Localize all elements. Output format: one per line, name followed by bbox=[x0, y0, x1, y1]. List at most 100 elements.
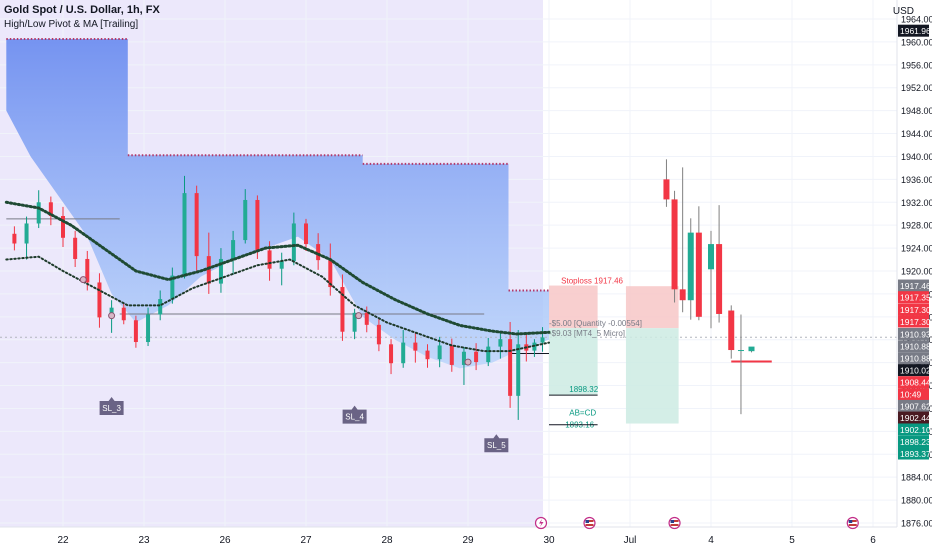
reward-box-1 bbox=[549, 328, 598, 396]
candle-body bbox=[12, 233, 17, 244]
price-tick-label: 1944.00 bbox=[901, 129, 932, 139]
price-label-bg bbox=[898, 303, 929, 316]
candle-body bbox=[748, 346, 755, 352]
candle-body bbox=[218, 258, 223, 284]
candle-body bbox=[48, 202, 53, 217]
price-axis[interactable]: 1964.00 1960.00 1956.00 1952.00 1948.00 1944.… bbox=[898, 15, 932, 529]
time-tick-label: 30 bbox=[543, 535, 555, 546]
candle-body bbox=[206, 256, 211, 284]
price-label-bg bbox=[898, 352, 929, 365]
price-label-bg bbox=[898, 24, 929, 37]
candle-body bbox=[728, 310, 735, 351]
price-tick-label: 1964.00 bbox=[901, 15, 932, 25]
price-label-bg bbox=[898, 399, 929, 412]
flag-canton bbox=[585, 520, 589, 523]
swing-label-bg bbox=[484, 434, 509, 453]
price-label-text: 1902.44 bbox=[900, 413, 931, 423]
loss-label-2: -$9.03 [MT4_5 Micro] bbox=[549, 329, 625, 338]
price-tick-label: 1884.00 bbox=[901, 473, 932, 483]
swing-label-bg bbox=[99, 397, 124, 415]
flag-canton bbox=[848, 520, 853, 523]
time-axis[interactable]: 22 23 26 27 28 29 30 Jul 4 5 6 bbox=[57, 535, 876, 546]
candle-body bbox=[376, 324, 381, 345]
moving-averages bbox=[4, 200, 551, 353]
candle-body bbox=[255, 199, 260, 251]
price-tick-label: 1876.00 bbox=[901, 519, 932, 529]
annotations: Stoploss 1917.46 -$5.00 [Quantity -0.0055… bbox=[79, 276, 642, 453]
candle-body bbox=[85, 258, 90, 283]
candle-body bbox=[316, 244, 321, 261]
pivot-cloud-area bbox=[6, 39, 550, 369]
candle-body bbox=[461, 351, 466, 365]
candle-body bbox=[540, 337, 545, 343]
candles bbox=[12, 159, 755, 420]
price-label-text: 1917.35 bbox=[900, 293, 931, 303]
candle-body bbox=[182, 193, 187, 276]
candle-body bbox=[328, 260, 333, 288]
price-label-bg bbox=[898, 315, 929, 328]
candle-body bbox=[449, 345, 454, 365]
price-tick-label: 1924.00 bbox=[901, 244, 932, 254]
price-label-bg bbox=[898, 447, 929, 460]
candle-body bbox=[671, 199, 678, 290]
flag-stripe bbox=[670, 524, 679, 526]
target-label: 1898.32 bbox=[569, 385, 598, 394]
time-tick-label: Jul bbox=[624, 535, 637, 546]
risk-box-2 bbox=[625, 286, 679, 329]
position-boxes bbox=[508, 285, 679, 424]
price-label-text: 1902.10 bbox=[900, 425, 931, 435]
fast-ma-line bbox=[5, 255, 550, 353]
price-label-bg bbox=[898, 423, 929, 436]
price-label-text: 1917.30 bbox=[900, 305, 931, 315]
candle-body bbox=[61, 216, 65, 238]
price-label-bg bbox=[898, 435, 929, 448]
indicator-title[interactable]: High/Low Pivot & MA [Trailing] bbox=[4, 19, 139, 30]
candle-body bbox=[437, 345, 442, 360]
price-label-text: 10:49 bbox=[900, 390, 922, 400]
swing-label-text: SL_4 bbox=[345, 413, 364, 422]
time-tick-label: 28 bbox=[381, 535, 393, 546]
candle-body bbox=[401, 342, 406, 364]
time-tick-label: 26 bbox=[219, 535, 231, 546]
candle-body bbox=[304, 223, 308, 245]
abcd-title-label: AB=CD bbox=[569, 408, 596, 417]
candle-body bbox=[291, 223, 296, 262]
flag-canton bbox=[670, 520, 675, 523]
price-label-bg bbox=[898, 364, 929, 377]
flag-stripe bbox=[585, 524, 594, 526]
candle-body bbox=[194, 193, 199, 257]
loss-label: -$5.00 [Quantity -0.00554] bbox=[549, 319, 642, 328]
symbol-title[interactable]: Gold Spot / U.S. Dollar, 1h, FX bbox=[4, 4, 160, 16]
flag-stripe bbox=[848, 520, 857, 522]
price-label-bg bbox=[898, 411, 929, 424]
price-tick-label: 1928.00 bbox=[901, 221, 932, 231]
slow-ma-line bbox=[4, 200, 551, 336]
price-tick-label: 1880.00 bbox=[901, 496, 932, 506]
price-label-text: 1917.30 bbox=[900, 317, 931, 327]
price-tick-label: 1960.00 bbox=[901, 37, 932, 47]
candle-body bbox=[24, 223, 29, 244]
flag-stripe bbox=[670, 520, 679, 522]
candle-body bbox=[679, 289, 686, 301]
candle-body bbox=[146, 314, 151, 343]
candle-body bbox=[158, 299, 163, 315]
currency-label[interactable]: USD bbox=[892, 6, 914, 17]
price-tick-label: 1932.00 bbox=[901, 198, 932, 208]
event-icons bbox=[534, 516, 859, 530]
candle-body bbox=[279, 261, 284, 269]
reward-box-2 bbox=[625, 328, 679, 424]
candle-body bbox=[425, 350, 430, 360]
candle-body bbox=[340, 287, 345, 332]
price-tick-label: 1956.00 bbox=[901, 60, 932, 70]
price-label-text: 1893.37 bbox=[900, 449, 931, 459]
pivot-marker bbox=[79, 276, 87, 284]
price-label-text: 1961.96 bbox=[900, 26, 931, 36]
time-tick-label: 6 bbox=[870, 535, 876, 546]
candle-body bbox=[170, 275, 175, 300]
flag-stripe bbox=[848, 524, 857, 526]
price-tick-label: 1936.00 bbox=[901, 175, 932, 185]
candle-body bbox=[716, 244, 723, 314]
pivot-cloud bbox=[6, 39, 550, 369]
pivot-marker bbox=[464, 358, 472, 366]
